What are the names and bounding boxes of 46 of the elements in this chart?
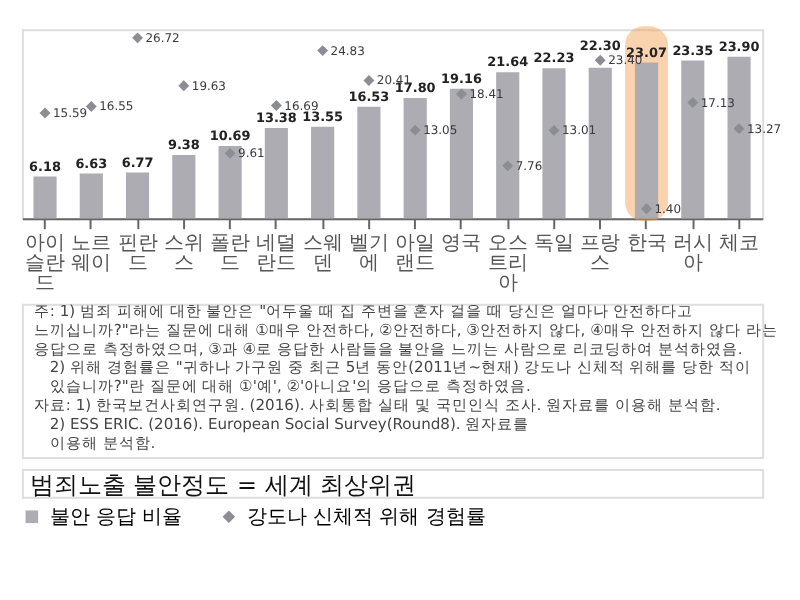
point [455, 88, 467, 100]
x-tick-label: 폴란드 [210, 233, 251, 275]
point [594, 54, 606, 66]
x-tick-label: 오스트리아 [487, 233, 528, 295]
point [687, 97, 699, 109]
x-tick-label: 핀란드 [117, 233, 158, 275]
x-tick-label: 네덜란드 [256, 233, 297, 275]
x-tick-label: 벨기에 [348, 233, 389, 275]
legend-label: 강도나 신체적 위해 경험률 [246, 506, 486, 529]
bar [357, 106, 381, 219]
x-tick-label: 아일랜드 [395, 233, 436, 275]
point [270, 100, 282, 111]
point [178, 80, 190, 92]
point [224, 147, 236, 159]
x-tick-label: 스위스 [163, 233, 204, 275]
x-tick-label: 영국 [441, 233, 482, 256]
bar [264, 127, 288, 219]
point [409, 124, 421, 136]
x-tick-label: 한국 [626, 233, 667, 256]
legend-label: 불안 응답 비율 [49, 506, 183, 529]
bar [33, 176, 57, 219]
bar [681, 60, 705, 219]
point [85, 101, 97, 112]
bar [126, 172, 150, 219]
x-tick-label: 독일 [533, 233, 574, 256]
x-tick-label: 프랑스 [580, 233, 621, 275]
point [363, 74, 375, 86]
point [39, 107, 51, 119]
text: 범죄노출 불안정도 = 세계 최상위권 [29, 470, 417, 499]
point [502, 160, 514, 172]
x-tick-label: 노르웨이 [71, 233, 112, 275]
x-tick-label: 스웨덴 [302, 233, 343, 275]
bar [79, 173, 103, 219]
point [733, 123, 745, 135]
bar [172, 154, 196, 219]
x-tick-label: 체코 [719, 233, 760, 256]
point [641, 203, 652, 215]
x-tick-label: 러시아 [672, 233, 713, 275]
point [317, 45, 329, 57]
x-tick-label: 아이슬란드 [25, 233, 66, 295]
bar [311, 126, 335, 219]
point [132, 32, 144, 44]
bar [218, 146, 242, 219]
bar [403, 98, 427, 219]
point [548, 124, 560, 136]
bar [542, 68, 566, 219]
